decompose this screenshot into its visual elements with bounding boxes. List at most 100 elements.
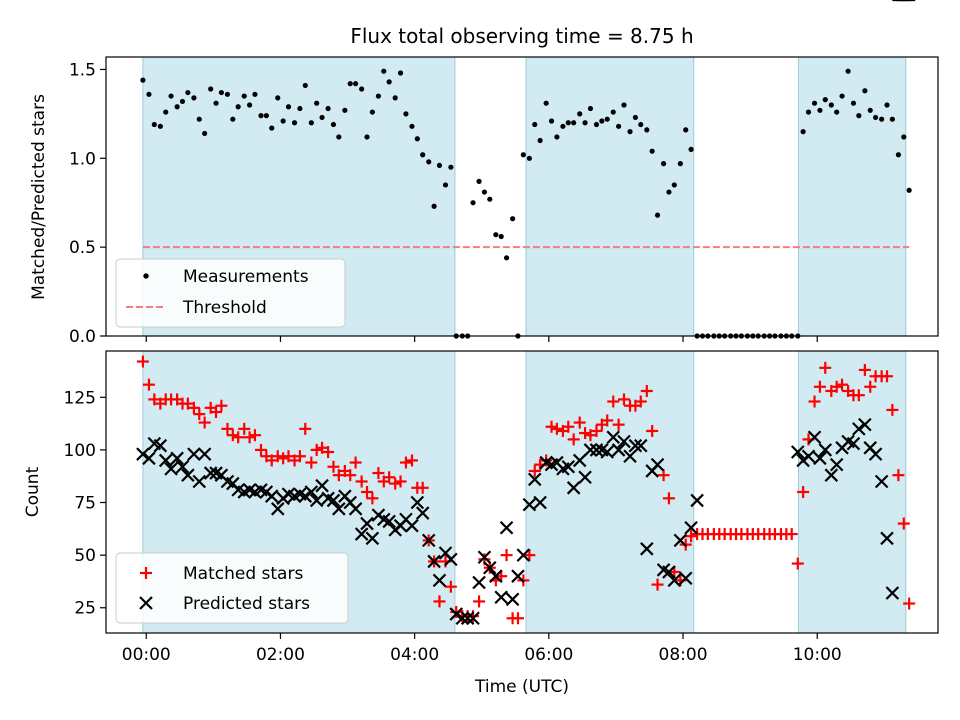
measurement-point [856, 113, 862, 119]
predicted-star-point [640, 542, 654, 556]
measurement-point [879, 116, 885, 122]
matched-star-point [903, 597, 916, 610]
predicted-star-point [136, 447, 150, 461]
x-tick-label: 08:00 [659, 645, 708, 665]
predicted-star-point [790, 445, 805, 459]
measurement-point [677, 161, 683, 167]
matched-star-point [528, 464, 541, 477]
predicted-star-point [382, 514, 396, 529]
predicted-star-point [874, 474, 889, 489]
measurement-point [543, 100, 549, 106]
measurement-point [654, 212, 661, 218]
bottom-y-axis-label: Count [23, 466, 43, 517]
matched-star-point [567, 433, 580, 446]
predicted-star-point [617, 434, 631, 449]
measurement-point [230, 116, 236, 122]
measurement-point [235, 104, 241, 110]
matched-star-point [550, 422, 563, 435]
measurement-point [208, 86, 214, 92]
y-tick-label: 75 [74, 494, 96, 514]
measurement-point [168, 93, 174, 99]
measurement-point [901, 134, 907, 140]
matched-star-point [254, 443, 267, 456]
measurement-point [649, 148, 655, 154]
matched-star-point [881, 370, 894, 383]
matched-star-point [327, 460, 340, 473]
measurement-point [582, 120, 588, 126]
matched-star-point [450, 605, 463, 618]
predicted-star-point [477, 550, 492, 565]
shaded-interval [526, 351, 694, 633]
measurement-points [140, 68, 912, 339]
legend-matched-marker [140, 567, 152, 579]
legend-matched-label: Matched stars [183, 564, 303, 584]
predicted-star-point [852, 422, 866, 436]
measurement-point [163, 109, 169, 115]
measurement-point [448, 164, 454, 170]
measurement-point [330, 121, 337, 128]
measurement-point [638, 121, 644, 128]
measurement-point [392, 95, 398, 101]
matched-star-point [657, 469, 670, 482]
measurement-point [291, 120, 298, 126]
predicted-star-point [813, 451, 827, 466]
measurement-point [196, 116, 202, 122]
predicted-star-point [673, 533, 688, 548]
measurement-point [263, 113, 269, 119]
measurement-point [660, 161, 667, 167]
bottom-y-axis: 25 50 75 100 125 [64, 388, 106, 619]
matched-star-point [248, 429, 261, 442]
measurement-point [442, 182, 449, 188]
matched-star-point [215, 399, 228, 412]
predicted-star-point [164, 462, 178, 476]
measurement-point [308, 120, 314, 126]
measurement-point [487, 196, 493, 202]
predicted-star-point [527, 472, 542, 487]
matched-star-point [640, 384, 653, 397]
measurement-point [822, 97, 828, 103]
top-plot-frame [105, 56, 939, 337]
matched-star-point [349, 456, 362, 469]
measurement-point [666, 189, 672, 195]
matched-star-point [886, 403, 899, 416]
measurement-point [319, 114, 325, 121]
y-tick-label: 25 [74, 599, 96, 619]
shaded-interval [798, 351, 906, 633]
measurement-point [297, 105, 303, 112]
measurement-point [895, 152, 902, 158]
top-y-axis-label: Matched/Predicted stars [29, 94, 49, 300]
measurement-point [850, 100, 857, 106]
measurement-point [342, 107, 348, 113]
x-tick-label: 00:00 [122, 645, 171, 665]
top-legend: Measurements Threshold [115, 258, 346, 328]
matched-star-point [858, 363, 871, 376]
measurement-point [224, 91, 231, 97]
predicted-star-point [578, 470, 592, 485]
matched-star-point [243, 431, 256, 444]
measurement-point [520, 152, 526, 158]
measurement-point [683, 127, 689, 133]
matched-star-point [601, 414, 614, 427]
measurement-point [906, 187, 912, 193]
measurement-point [151, 121, 157, 128]
measurement-point [889, 116, 895, 122]
predicted-star-point [142, 451, 156, 466]
matched-star-point [198, 416, 211, 429]
predicted-star-point [858, 417, 872, 432]
matched-star-point [545, 420, 558, 433]
predicted-star-point [197, 447, 212, 461]
matched-star-point [473, 595, 486, 608]
matched-star-point [662, 492, 675, 505]
y-tick-label: 1.5 [69, 60, 96, 80]
matched-star-point [265, 454, 278, 467]
measurement-point [280, 118, 286, 124]
legend-threshold-label: Threshold [182, 298, 267, 318]
matched-star-point [238, 422, 251, 435]
matched-star-point [500, 549, 513, 562]
bottom-legend-box [115, 552, 349, 624]
measurement-point [258, 113, 264, 119]
shaded-interval [526, 57, 694, 336]
predicted-star-point [807, 430, 822, 445]
measurement-point [241, 93, 247, 99]
y-tick-label: 50 [74, 546, 96, 566]
